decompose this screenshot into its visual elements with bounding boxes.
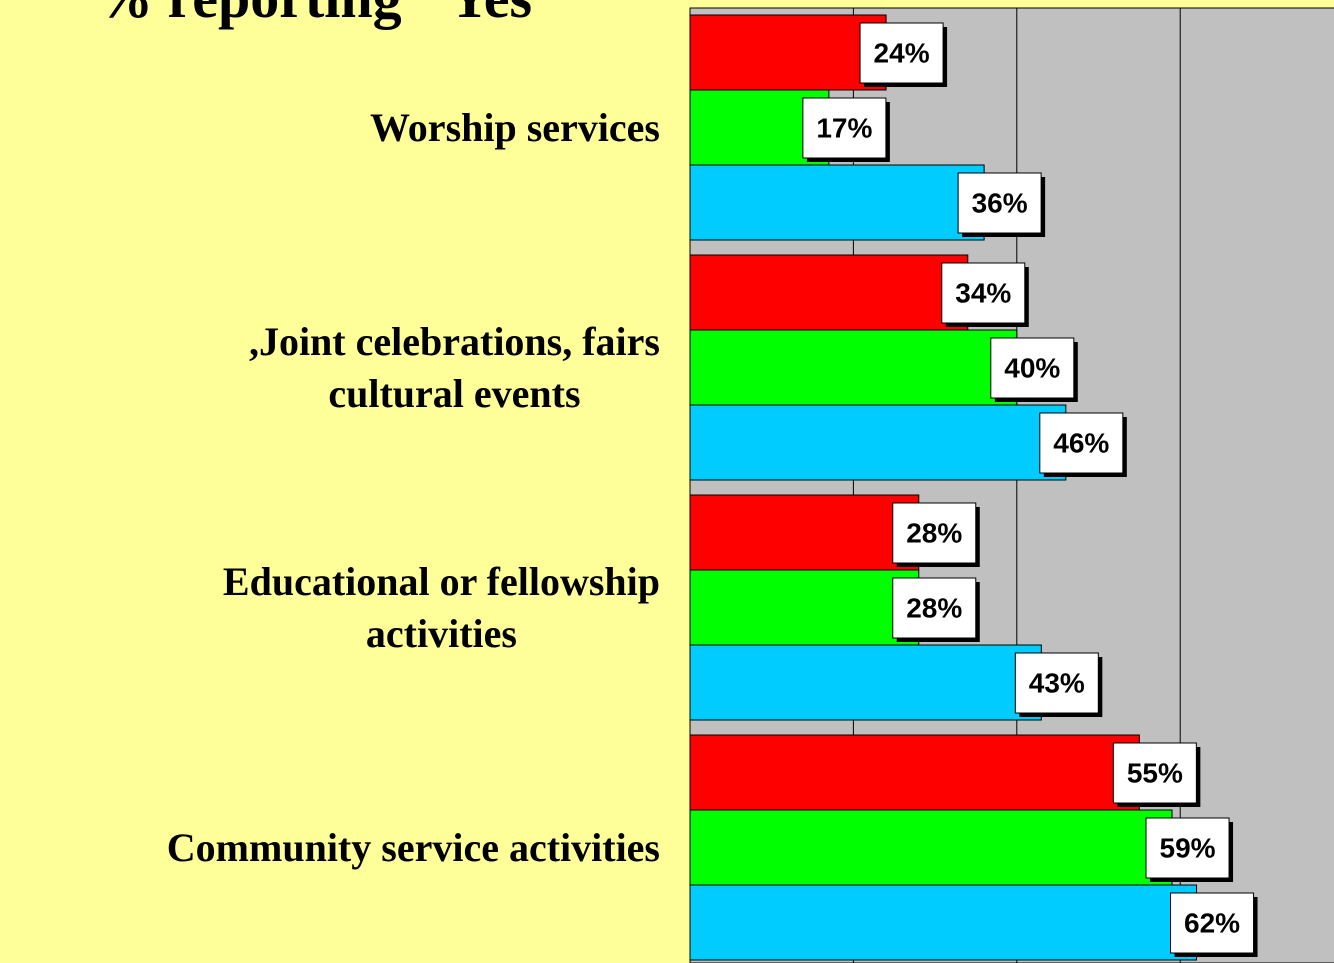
value-label: 34% <box>955 277 1011 308</box>
label-box <box>1145 817 1230 879</box>
value-label: 55% <box>1127 757 1183 788</box>
bar <box>689 404 1067 481</box>
category-label: Community service activities <box>166 824 660 870</box>
label-box <box>1170 892 1255 954</box>
value-label: 40% <box>1004 352 1060 383</box>
bar <box>689 254 969 331</box>
value-label: 59% <box>1160 832 1216 863</box>
label-box <box>892 577 977 639</box>
label-box <box>1014 652 1099 714</box>
bar <box>689 329 1018 406</box>
category-label: Worship services <box>370 104 660 150</box>
bar <box>689 14 887 91</box>
chart-title: % reporting "Yes" <box>95 0 564 31</box>
label-box <box>990 337 1075 399</box>
bar <box>689 884 1198 961</box>
label-box <box>1112 742 1197 804</box>
value-label: 28% <box>906 517 962 548</box>
bar <box>689 164 985 241</box>
label-box <box>957 172 1042 234</box>
bar <box>689 569 920 646</box>
value-label: 46% <box>1053 427 1109 458</box>
bar <box>689 494 920 571</box>
value-label: 36% <box>972 187 1028 218</box>
bar <box>689 809 1173 886</box>
value-label: 28% <box>906 592 962 623</box>
label-box <box>941 262 1026 324</box>
category-label: Educational or fellowship activities <box>222 558 660 656</box>
bar <box>689 644 1042 721</box>
value-label: 17% <box>816 112 872 143</box>
value-label: 62% <box>1184 907 1240 938</box>
value-label: 43% <box>1029 667 1085 698</box>
category-label: ,Joint celebrations, fairs cultural even… <box>248 318 660 416</box>
label-box <box>1039 412 1124 474</box>
label-box <box>892 502 977 564</box>
label-box <box>802 97 887 159</box>
label-box <box>859 22 944 84</box>
value-label: 24% <box>874 37 930 68</box>
bar <box>689 734 1140 811</box>
